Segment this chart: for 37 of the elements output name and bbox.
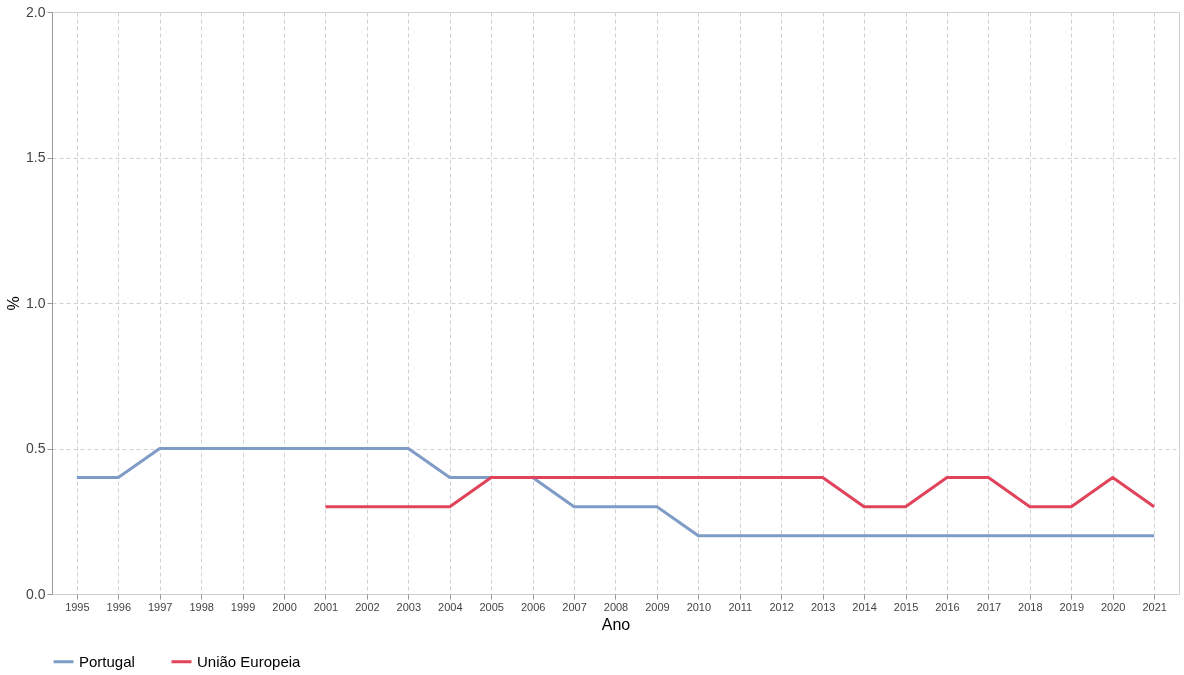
- x-tick-label: 2014: [852, 600, 877, 613]
- y-tick-label: 0.5: [26, 440, 46, 456]
- x-tick-label: 2012: [769, 600, 794, 613]
- x-tick-label: 2007: [562, 600, 587, 613]
- y-axis-title: %: [5, 296, 23, 311]
- x-tick-label: 1998: [189, 600, 214, 613]
- x-tick-label: 1999: [230, 600, 256, 613]
- x-tick-label: 2018: [1018, 600, 1043, 613]
- x-tick-label: 1995: [65, 600, 90, 613]
- x-tick-label: 2011: [728, 600, 753, 613]
- x-tick-label: 2005: [479, 600, 504, 613]
- y-tick-label: 1.5: [26, 149, 46, 165]
- y-tick-label: 0.0: [26, 585, 46, 602]
- x-tick-label: 2002: [355, 600, 380, 613]
- x-tick-label: 2003: [396, 600, 422, 613]
- x-tick-label: 2001: [313, 600, 339, 613]
- x-tick-label: 2015: [893, 600, 919, 613]
- x-tick-label: 2019: [1059, 600, 1085, 613]
- line-series: [75, 447, 1156, 538]
- x-tick-label: 2020: [1100, 600, 1126, 613]
- y-tick-label: 2.0: [26, 3, 46, 20]
- x-tick-label: 2010: [686, 600, 712, 613]
- x-tick-label: 2021: [1142, 600, 1167, 613]
- x-tick-label: 2017: [976, 600, 1002, 613]
- x-tick-label: 2004: [438, 600, 463, 613]
- x-tick-label: 2000: [272, 600, 297, 613]
- x-tick-label: 1996: [106, 600, 132, 613]
- y-tick-label: 1.0: [26, 294, 46, 311]
- x-tick-label: 2006: [520, 600, 546, 613]
- legend-label: Portugal: [79, 652, 135, 670]
- legend-label: União Europeia: [197, 652, 302, 670]
- x-tick-label: 1997: [147, 600, 173, 613]
- x-tick-label: 2016: [935, 600, 960, 613]
- x-tick-label: 2009: [645, 600, 670, 613]
- x-tick-label: 2008: [603, 600, 629, 613]
- x-tick-label: 2013: [810, 600, 836, 613]
- x-axis-title: Ano: [601, 615, 631, 633]
